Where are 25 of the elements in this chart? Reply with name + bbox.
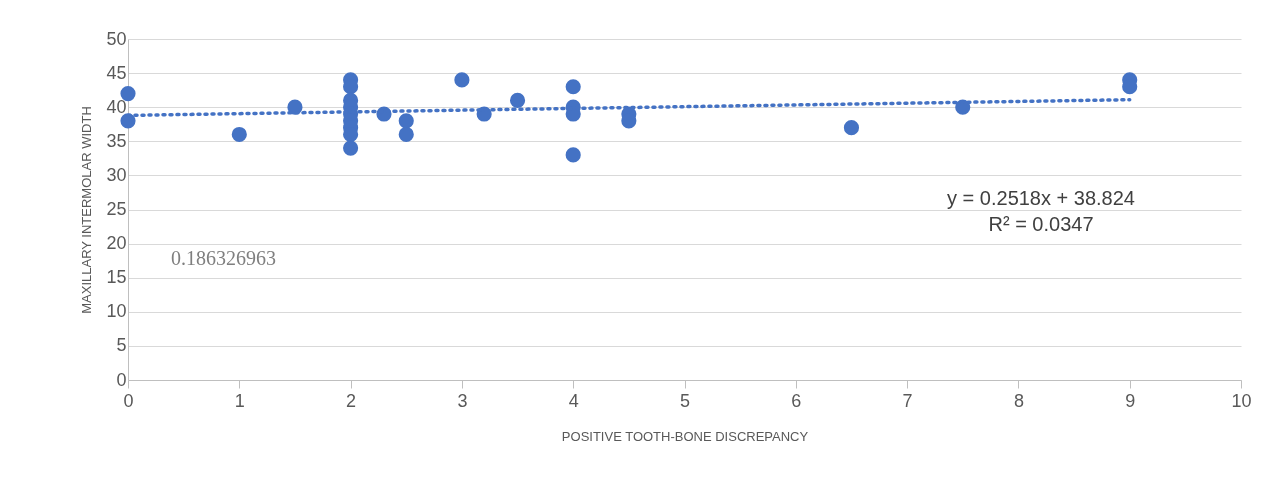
y-tick-label: 25 (106, 199, 127, 219)
x-axis-title: POSITIVE TOOTH-BONE DISCREPANCY (561, 428, 809, 444)
x-tick-label: 6 (791, 390, 802, 411)
y-tick-label: 45 (106, 62, 127, 83)
y-tick-label: 50 (106, 28, 127, 49)
y-tick-label: 35 (106, 130, 127, 151)
x-tick-label: 3 (457, 390, 468, 411)
y-axis-title: MAXILLARY INTERMOLAR WIDTH (79, 106, 95, 314)
annotation: y = 0.2518x + 38.824 R² = 0.0347 (947, 187, 1135, 235)
y-tick-label: 30 (106, 164, 127, 185)
annotation: 0.186326963 (171, 247, 276, 269)
y-tick-label: 40 (106, 96, 127, 117)
x-tick-label: 10 (1231, 390, 1252, 411)
x-tick-label: 4 (568, 390, 579, 411)
x-tick-label: 7 (902, 390, 913, 411)
x-tick-label: 1 (234, 390, 245, 411)
x-tick-label: 8 (1013, 390, 1024, 411)
y-tick-label: 10 (106, 301, 127, 322)
x-tick-label: 2 (346, 390, 357, 411)
y-tick-label: 0 (116, 369, 127, 390)
y-tick-label: 20 (106, 233, 127, 254)
x-tick-label: 9 (1125, 390, 1136, 411)
x-tick-label: 5 (679, 390, 691, 411)
y-tick-label: 15 (106, 267, 127, 288)
y-tick-label: 5 (116, 335, 127, 356)
